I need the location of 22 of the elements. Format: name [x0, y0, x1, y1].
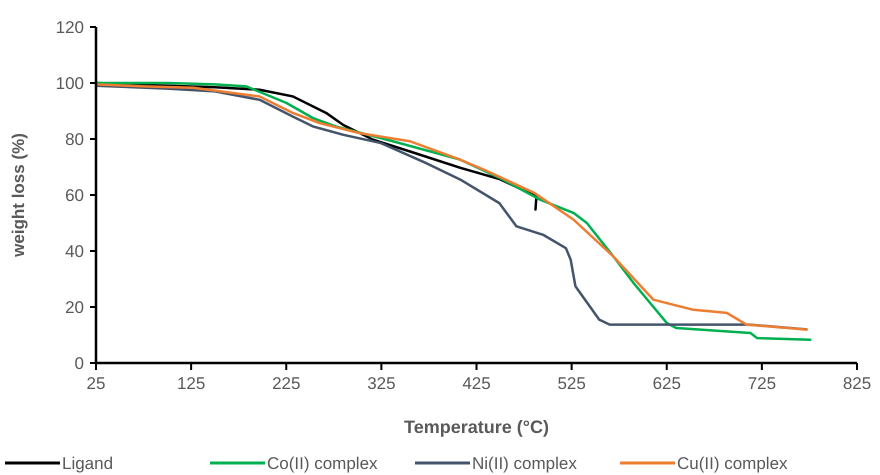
x-tick-label: 325	[367, 374, 396, 393]
y-tick-label: 100	[56, 74, 84, 93]
legend-label: Ligand	[62, 454, 114, 473]
y-tick-label: 120	[56, 18, 84, 37]
x-tick-label: 825	[842, 374, 872, 393]
y-tick-label: 0	[74, 354, 84, 373]
x-tick-label: 725	[748, 374, 776, 393]
y-tick-label: 20	[65, 298, 84, 317]
y-tick-label: 40	[65, 242, 84, 261]
y-axis-title: weight loss (%)	[9, 133, 28, 258]
x-axis-title: Temperature (°C)	[404, 417, 549, 437]
y-tick-label: 60	[65, 186, 84, 205]
x-tick-label: 25	[86, 374, 106, 393]
x-tick-label: 625	[652, 374, 681, 393]
x-tick-label: 525	[557, 374, 586, 393]
x-tick-label: 425	[462, 374, 491, 393]
legend-label: Cu(II) complex	[677, 454, 788, 473]
y-tick-label: 80	[65, 130, 84, 149]
legend-label: Co(II) complex	[267, 454, 378, 473]
x-tick-label: 125	[176, 374, 206, 393]
x-tick-label: 225	[272, 374, 300, 393]
legend-label: Ni(II) complex	[472, 454, 578, 473]
